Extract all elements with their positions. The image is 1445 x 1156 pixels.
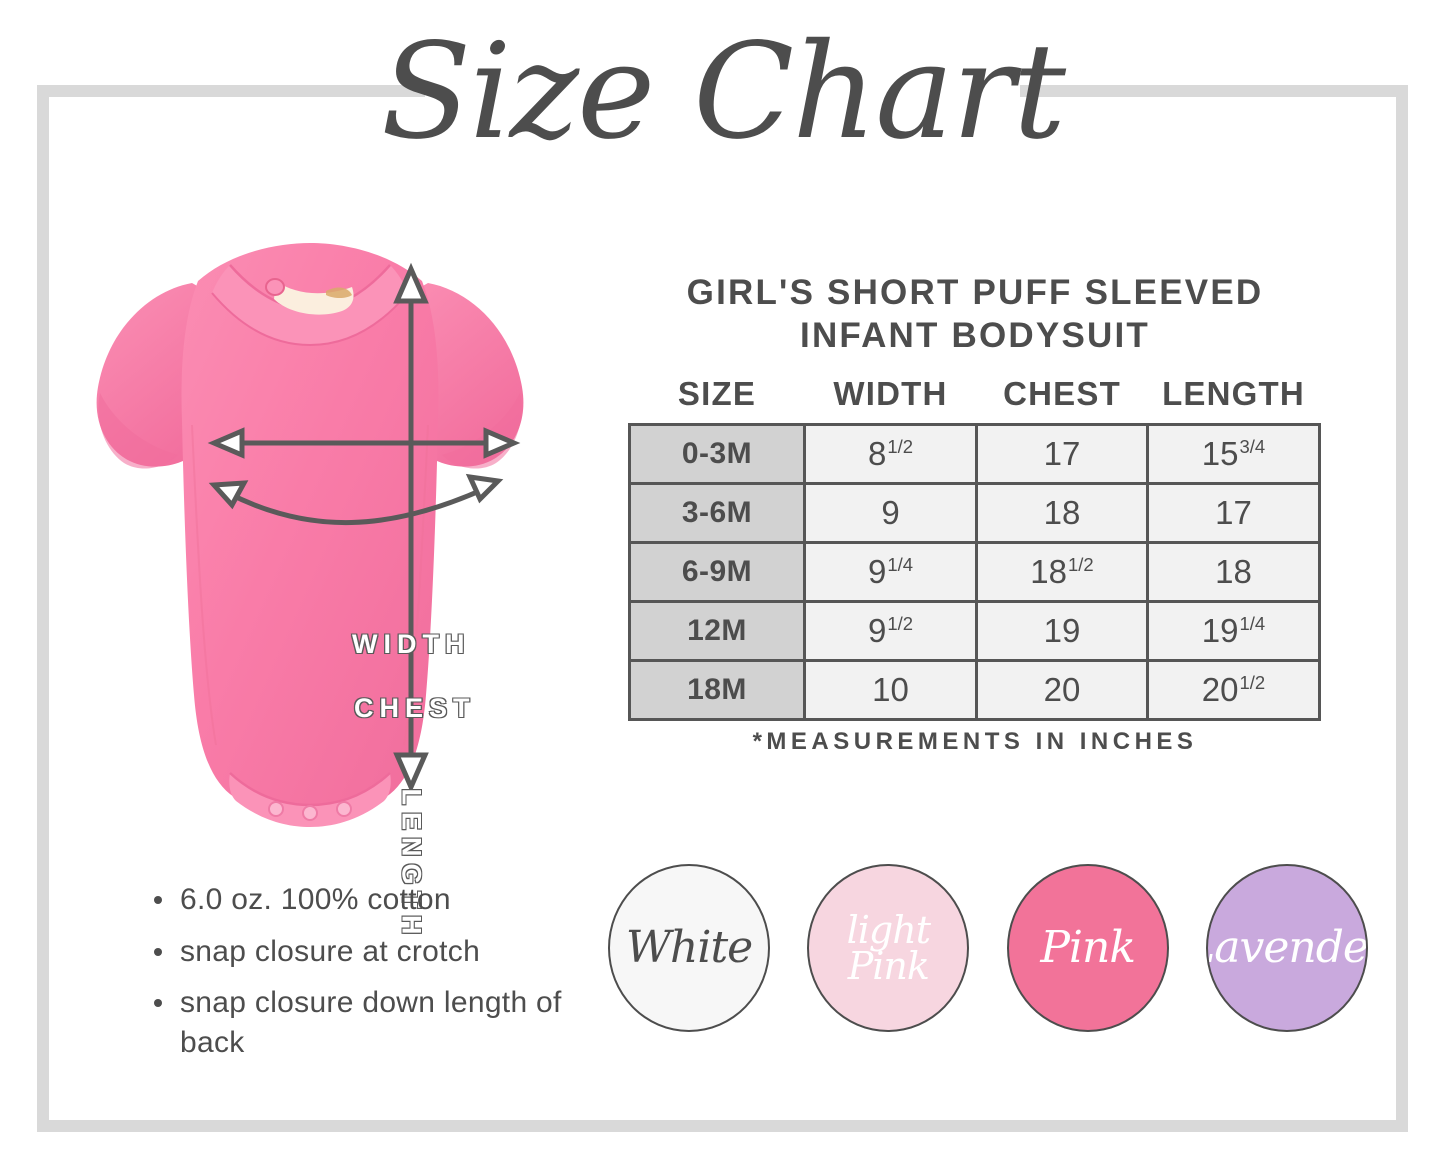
column-header-length: LENGTH [1162, 375, 1305, 412]
cell-length: 153/4 [1146, 423, 1321, 485]
color-swatch-light-pink[interactable]: light Pink [807, 864, 970, 1032]
cell-chest: 19 [975, 600, 1149, 662]
column-header-width: WIDTH [833, 375, 948, 412]
cell-width: 10 [803, 659, 978, 721]
fraction: 1/2 [1239, 672, 1266, 693]
cell-width: 91/2 [803, 600, 978, 662]
cell-width: 91/4 [803, 541, 978, 603]
frame-border-top-left [37, 85, 425, 97]
frame-border-top-right [1020, 85, 1408, 97]
fraction: 1/2 [1068, 554, 1094, 575]
color-swatch-pink[interactable]: Pink [1006, 864, 1169, 1032]
color-swatch-label: White [620, 922, 758, 974]
color-swatch-label-line: Lavender [1208, 922, 1368, 974]
fraction: 1/2 [887, 613, 914, 634]
color-swatch-lavender[interactable]: Lavender [1205, 864, 1368, 1032]
list-item: snap closure at crotch [148, 932, 568, 972]
bodysuit-illustration: WIDTH CHEST LENGTH [80, 225, 540, 942]
cell-chest: 18 [975, 482, 1149, 544]
color-swatch-label-line: White [625, 922, 753, 974]
fraction: 3/4 [1239, 436, 1266, 457]
feature-list: 6.0 oz. 100% cotton snap closure at crotc… [148, 880, 568, 1074]
cell-chest: 17 [975, 423, 1149, 485]
cell-chest: 20 [975, 659, 1149, 721]
table-header-row: SIZE WIDTH CHEST LENGTH [630, 375, 1320, 425]
color-swatch-label: Pink [1034, 922, 1141, 974]
measurement-note: *MEASUREMENTS IN INCHES [752, 728, 1198, 755]
color-swatch-label: Lavender [1208, 922, 1368, 974]
cell-length: 191/4 [1146, 600, 1321, 662]
color-swatch-label-line: Pink [847, 944, 930, 988]
table-row: 0-3M 81/2 17 153/4 [628, 423, 1321, 485]
cell-length: 18 [1146, 541, 1321, 603]
color-swatch-group: WhitelightPinkPinkLavender [608, 862, 1368, 1034]
product-title: GIRL'S SHORT PUFF SLEEVED INFANT BODYSUI… [620, 272, 1330, 357]
color-swatch-white[interactable]: White [608, 864, 770, 1032]
cell-chest: 181/2 [975, 541, 1149, 603]
cell-length: 201/2 [1146, 659, 1321, 721]
cell-size: 18M [628, 659, 806, 721]
frame-border-bottom [37, 1120, 1408, 1132]
frame-border-right [1396, 85, 1408, 1132]
cell-size: 6-9M [628, 541, 806, 603]
list-item: snap closure down length of back [148, 983, 568, 1062]
cell-width: 9 [803, 482, 978, 544]
list-item: 6.0 oz. 100% cotton [148, 880, 568, 920]
frame-border-left [37, 85, 49, 1132]
table-row: 12M 91/2 19 191/4 [628, 600, 1321, 662]
cell-size: 12M [628, 600, 806, 662]
product-title-line1: GIRL'S SHORT PUFF SLEEVED [686, 273, 1264, 312]
fraction: 1/2 [887, 436, 914, 457]
fraction: 1/4 [1239, 613, 1266, 634]
cell-size: 0-3M [628, 423, 806, 485]
product-title-line2: INFANT BODYSUIT [800, 315, 1150, 355]
table-row: 6-9M 91/4 181/2 18 [628, 541, 1321, 603]
column-header-size: SIZE [677, 375, 757, 412]
page-title: Size Chart [380, 15, 1066, 169]
cell-width: 81/2 [803, 423, 978, 485]
column-header-chest: CHEST [1003, 375, 1121, 412]
cell-size: 3-6M [628, 482, 806, 544]
size-chart-table: SIZE WIDTH CHEST LENGTH 0-3M 81/2 17 153/4 3… [628, 375, 1321, 721]
table-row: 3-6M 9 18 17 [628, 482, 1321, 544]
cell-length: 17 [1146, 482, 1321, 544]
fraction: 1/4 [887, 554, 914, 575]
color-swatch-label: light Pink [841, 907, 936, 988]
table-row: 18M 10 20 201/2 [628, 659, 1321, 721]
color-swatch-label-line: Pink [1040, 922, 1136, 974]
color-swatch-label-line: light [846, 907, 931, 952]
